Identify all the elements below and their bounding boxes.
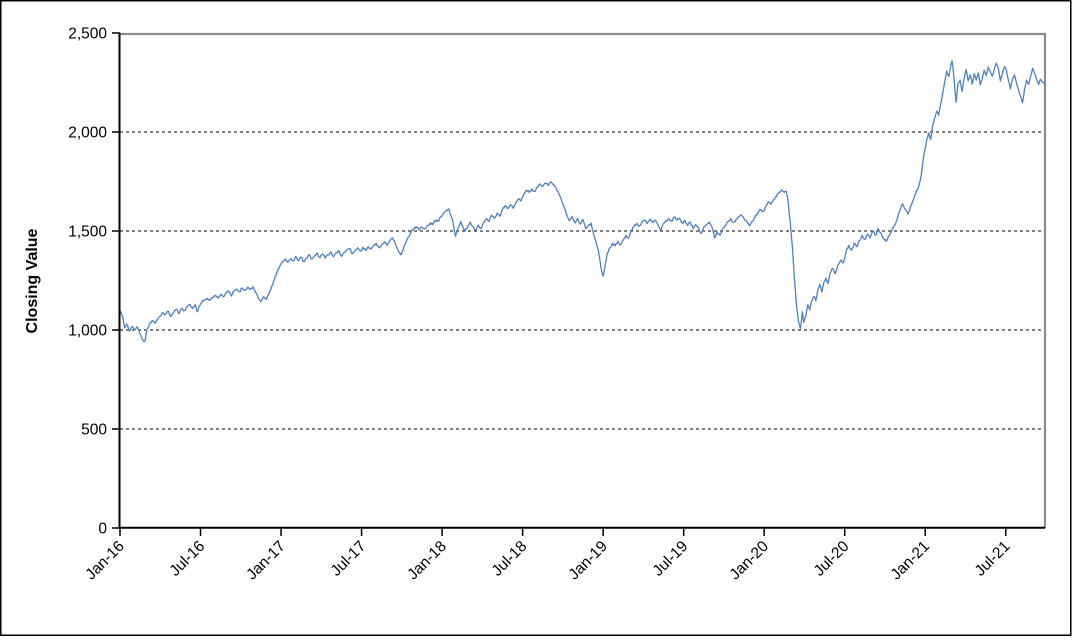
y-tick-label: 1,500 [68, 224, 107, 241]
plot-border [120, 32, 1047, 528]
x-tick-label: Jul-20 [811, 538, 853, 580]
y-tick-label: 500 [81, 422, 107, 439]
x-tick-label: Jan-17 [243, 538, 289, 584]
y-tick-label: 2,500 [68, 26, 107, 43]
x-tick-label: Jul-18 [489, 538, 531, 580]
plot-area-border [120, 32, 1047, 528]
x-tick-label: Jan-20 [726, 538, 772, 584]
x-tick-label: Jan-21 [888, 538, 934, 584]
y-axis-title: Closing Value [24, 228, 41, 333]
series-line [119, 60, 1045, 343]
axes [118, 33, 1045, 529]
x-tick-label: Jul-16 [166, 538, 208, 580]
y-tick-label: 1,000 [68, 323, 107, 340]
x-tick-labels: Jan-16 Jul-16 Jan-17 Jul-17 Jan-18 Jul-18 Jan-… [82, 538, 1013, 584]
x-tick-label: Jul-19 [650, 538, 692, 580]
y-tick-label: 0 [98, 521, 107, 538]
x-tick-label: Jan-19 [565, 538, 611, 584]
y-axis-ticks [112, 32, 120, 529]
y-tick-label: 2,000 [68, 125, 107, 142]
x-axis-ticks [119, 528, 1007, 536]
closing-value-line [119, 60, 1045, 343]
x-tick-label: Jan-16 [82, 538, 128, 584]
y-tick-labels: 0 500 1,000 1,500 2,000 2,500 [68, 26, 107, 538]
gridlines [120, 131, 1046, 430]
x-tick-label: Jul-21 [972, 538, 1014, 580]
x-tick-label: Jan-18 [404, 538, 450, 584]
x-tick-label: Jul-17 [328, 538, 370, 580]
